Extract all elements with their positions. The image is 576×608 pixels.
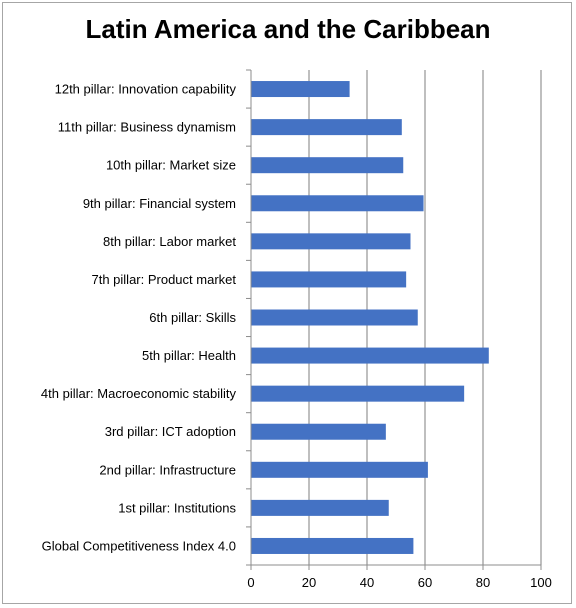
- x-tick-label: 0: [247, 575, 254, 590]
- x-tick-label: 100: [530, 575, 552, 590]
- x-tick-label: 40: [360, 575, 374, 590]
- x-tick-labels: 0 20 40 60 80 100: [247, 575, 551, 590]
- axis: [246, 69, 542, 570]
- bar: [251, 347, 489, 364]
- category-labels: 12th pillar: Innovation capability 11th p…: [41, 82, 237, 554]
- bar: [251, 423, 386, 440]
- category-label: 12th pillar: Innovation capability: [55, 82, 237, 97]
- category-label: 3rd pillar: ICT adoption: [105, 424, 236, 439]
- bar: [251, 81, 350, 98]
- bar: [251, 119, 402, 136]
- category-label: 8th pillar: Labor market: [103, 234, 236, 249]
- bar: [251, 461, 428, 478]
- bar: [251, 195, 424, 212]
- bar: [251, 385, 465, 402]
- bar: [251, 271, 407, 288]
- chart-title: Latin America and the Caribbean: [85, 14, 491, 44]
- category-label: 5th pillar: Health: [142, 348, 236, 363]
- x-tick-label: 20: [302, 575, 316, 590]
- category-label: 6th pillar: Skills: [149, 310, 236, 325]
- category-label: 9th pillar: Financial system: [83, 196, 236, 211]
- category-label: 4th pillar: Macroeconomic stability: [41, 386, 237, 401]
- category-label: 11th pillar: Business dynamism: [58, 120, 236, 135]
- bar: [251, 309, 418, 326]
- x-tick-label: 80: [476, 575, 490, 590]
- category-label: 10th pillar: Market size: [106, 158, 236, 173]
- bar: [251, 499, 389, 516]
- bar: [251, 537, 414, 554]
- category-label: 1st pillar: Institutions: [118, 500, 236, 515]
- bars: [251, 81, 489, 554]
- bar: [251, 157, 404, 174]
- category-label: Global Competitiveness Index 4.0: [42, 538, 236, 553]
- x-tick-label: 60: [418, 575, 432, 590]
- bar: [251, 233, 411, 250]
- category-label: 2nd pillar: Infrastructure: [99, 462, 236, 477]
- category-label: 7th pillar: Product market: [91, 272, 236, 287]
